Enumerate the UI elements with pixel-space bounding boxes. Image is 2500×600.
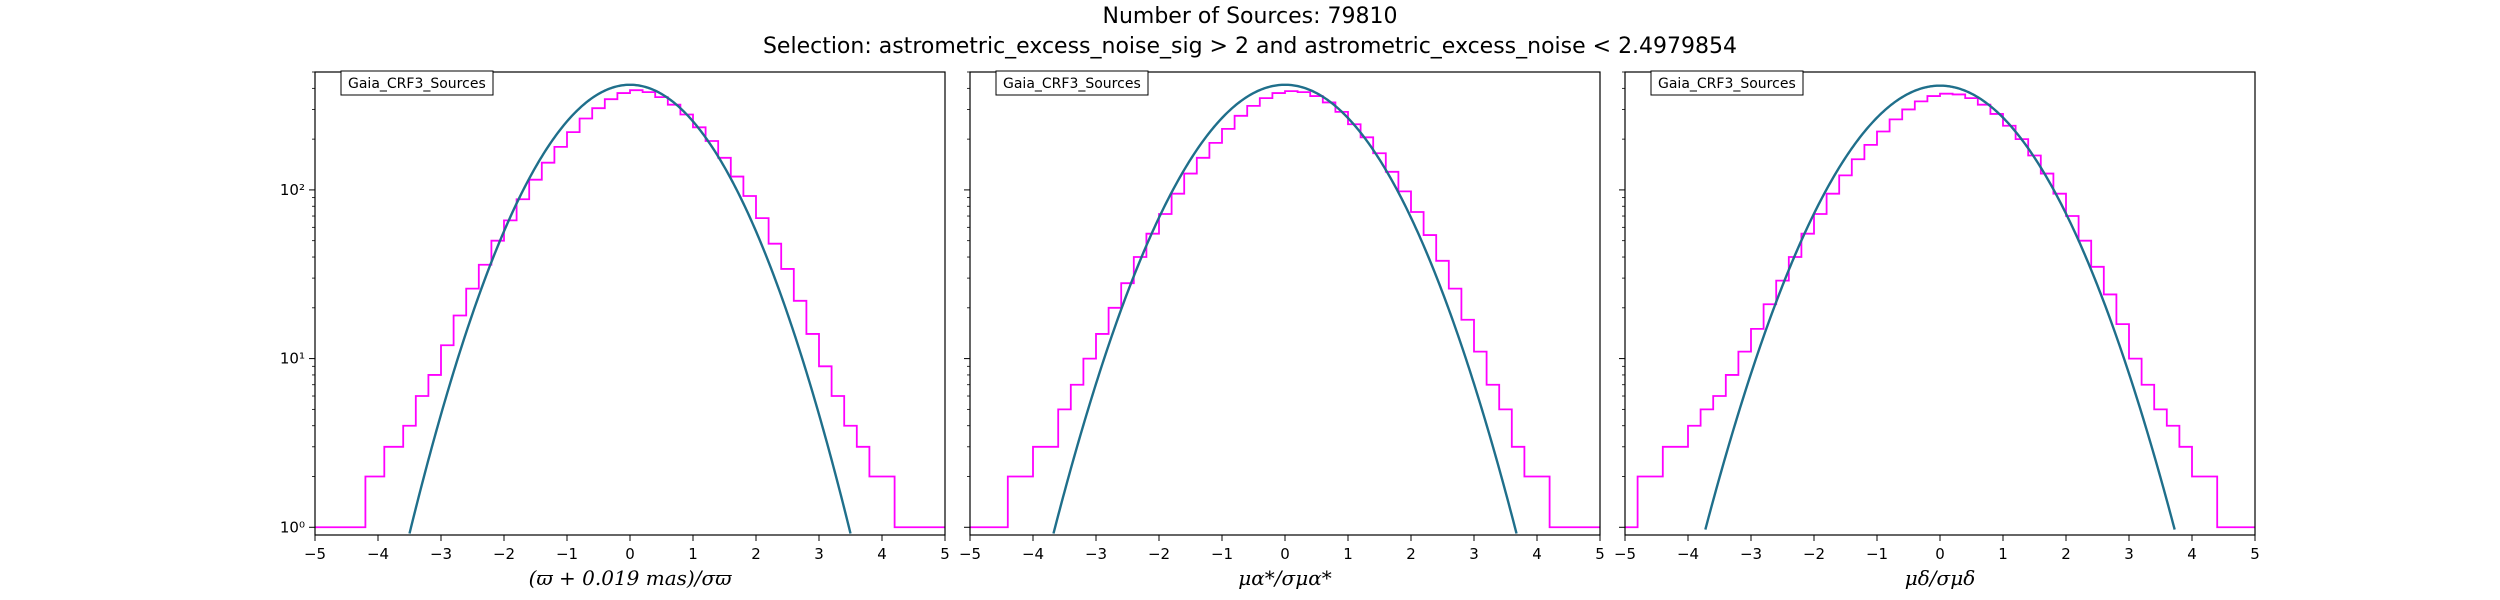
gaussian-model-curve [1704,84,2176,530]
x-tick-label: 5 [1595,545,1605,563]
x-tick-label: 0 [1280,545,1290,563]
axes-frame [314,71,946,536]
x-tick-label: 2 [2061,545,2071,563]
x-tick-label: −4 [1677,545,1699,563]
x-tick-label: 4 [2187,545,2197,563]
axes-frame [1624,71,2256,536]
x-tick-label: 3 [814,545,824,563]
x-tick-label: 2 [751,545,761,563]
chart-panel-2: −5 −4 −3 −2 −1 0 1 2 3 4 5 Gaia_CRF3_Sources μα*/σμα… [959,70,1605,590]
x-tick-label: −5 [1614,545,1636,563]
histogram-series [970,90,1600,529]
legend-label: Gaia_CRF3_Sources [348,76,486,92]
legend: Gaia_CRF3_Sources [340,70,494,96]
x-tick-label: −1 [556,545,578,563]
legend-label: Gaia_CRF3_Sources [1658,76,1796,92]
x-tick-label: −1 [1866,545,1888,563]
legend-label: Gaia_CRF3_Sources [1003,76,1141,92]
x-tick-label: 0 [1935,545,1945,563]
x-tick-label: −5 [304,545,326,563]
gaussian-model-curve [1052,83,1518,534]
x-tick-label: 5 [940,545,950,563]
chart-panel-3: −5 −4 −3 −2 −1 0 1 2 3 4 5 Gaia_CRF3_Sources μδ/σμδ [1614,70,2260,590]
x-tick-label: 0 [625,545,635,563]
x-tick-label: 1 [1343,545,1353,563]
y-tick-label: 10⁰ [280,518,305,536]
x-tick-label: −3 [1740,545,1762,563]
x-tick-label: −2 [1148,545,1170,563]
y-tick-label: 10¹ [280,350,305,368]
x-tick-label: −1 [1211,545,1233,563]
x-tick-label: 1 [1998,545,2008,563]
x-tick-label: 1 [688,545,698,563]
y-tick-label: 10² [280,181,305,199]
histogram-series [1625,92,2255,529]
x-tick-label: 4 [1532,545,1542,563]
axes-frame [969,71,1601,536]
x-tick-label: 2 [1406,545,1416,563]
gaussian-model-curve [408,83,852,534]
x-tick-label: −5 [959,545,981,563]
legend: Gaia_CRF3_Sources [1650,70,1804,96]
x-tick-label: −4 [1022,545,1044,563]
histogram-series [315,89,945,529]
x-tick-label: −2 [493,545,515,563]
x-tick-label: 4 [877,545,887,563]
figure-title: Number of Sources: 79810 [1102,4,1398,29]
x-tick-label: −3 [1085,545,1107,563]
x-tick-label: 3 [1469,545,1479,563]
chart-panel-1: −5 −4 −3 −2 −1 0 1 2 3 4 5 10⁰ 10¹ 10² Gaia_CRF3_Sourc… [280,70,950,590]
figure-subtitle: Selection: astrometric_excess_noise_sig … [762,34,1738,59]
x-tick-label: −2 [1803,545,1825,563]
legend-box [340,70,494,96]
x-axis-label: (ϖ + 0.019 mas)/σϖ [529,566,733,590]
x-tick-label: −3 [430,545,452,563]
legend: Gaia_CRF3_Sources [995,70,1149,96]
x-tick-label: 5 [2250,545,2260,563]
legend-box [995,70,1149,96]
x-axis-label: μα*/σμα* [1238,566,1331,590]
legend-box [1650,70,1804,96]
x-tick-label: −4 [367,545,389,563]
x-axis-label: μδ/σμδ [1905,566,1975,590]
x-tick-label: 3 [2124,545,2134,563]
